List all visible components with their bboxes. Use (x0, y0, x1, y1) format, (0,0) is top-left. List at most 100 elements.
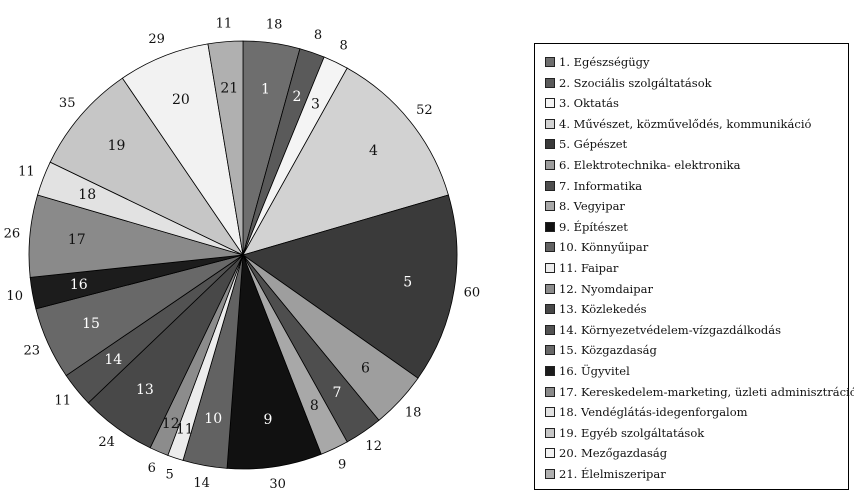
legend-swatch-17 (545, 386, 555, 397)
legend-swatch-14 (545, 324, 555, 335)
legend-item-5: 5. Gépészet (545, 134, 627, 154)
legend-label-6: 6. Elektrotechnika- elektronika (559, 158, 741, 172)
legend-label-8: 8. Vegyipar (559, 199, 625, 214)
pie-slice-21 (207, 40, 244, 256)
legend-swatch-1 (545, 57, 555, 67)
slice-label-19: 19 (108, 138, 126, 154)
legend-item-11: 11. Faipar (545, 258, 618, 278)
legend-label-13: 13. Közlekedés (559, 302, 647, 317)
legend-item-6: 6. Elektrotechnika- elektronika (545, 155, 740, 175)
legend-label-11: 11. Faipar (559, 261, 619, 275)
slice-value-5: 60 (464, 286, 481, 301)
slice-value-9: 30 (269, 477, 286, 492)
legend-item-12: 12. Nyomdaipar (545, 279, 653, 299)
legend-swatch-15 (545, 345, 555, 356)
legend-item-10: 10. Könnyűipar (545, 237, 648, 257)
legend-swatch-7 (545, 180, 555, 191)
legend-label-10: 10. Könnyűipar (559, 240, 649, 255)
legend-label-3: 3. Oktatás (559, 96, 619, 111)
slice-label-16: 16 (70, 277, 88, 293)
slice-label-17: 17 (68, 232, 86, 248)
slice-value-19: 35 (59, 96, 76, 111)
legend-item-16: 16. Ügyvitel (545, 361, 630, 381)
slice-label-11: 11 (176, 422, 194, 438)
legend-label-15: 15. Közgazdaság (559, 343, 657, 358)
legend-item-20: 20. Mezőgazdaság (545, 443, 667, 463)
slice-value-20: 29 (148, 32, 165, 47)
legend-item-3: 3. Oktatás (545, 93, 619, 113)
legend-item-8: 8. Vegyipar (545, 196, 625, 216)
slice-label-10: 10 (204, 411, 222, 427)
slice-label-6: 6 (361, 361, 370, 377)
slice-label-18: 18 (78, 187, 96, 203)
slice-label-21: 21 (220, 81, 238, 97)
slice-value-2: 8 (314, 28, 322, 43)
slice-value-13: 24 (98, 435, 115, 450)
legend-swatch-16 (545, 366, 555, 376)
legend-label-12: 12. Nyomdaipar (559, 281, 653, 296)
legend-item-17: 17. Kereskedelem-marketing, üzleti admin… (545, 382, 854, 402)
slice-value-3: 8 (340, 39, 348, 54)
legend-swatch-18 (545, 407, 555, 418)
slice-label-14: 14 (104, 352, 122, 368)
legend-swatch-8 (545, 201, 555, 212)
legend-label-18: 18. Vendéglátás-idegenforgalom (559, 405, 748, 420)
legend-label-16: 16. Ügyvitel (559, 364, 630, 378)
slice-value-14: 11 (54, 394, 71, 409)
legend-swatch-13 (545, 304, 555, 315)
slice-label-8: 8 (310, 398, 319, 414)
legend-swatch-6 (545, 160, 555, 170)
legend-swatch-12 (545, 283, 555, 294)
legend-swatch-21 (545, 469, 555, 479)
slice-label-2: 2 (293, 89, 302, 105)
legend-item-18: 18. Vendéglátás-idegenforgalom (545, 402, 748, 422)
slice-label-7: 7 (333, 385, 342, 401)
legend-label-5: 5. Gépészet (559, 137, 628, 152)
pie-slices (28, 40, 458, 470)
slice-value-11: 5 (166, 468, 174, 483)
slice-label-5: 5 (403, 274, 412, 290)
legend-label-20: 20. Mezőgazdaság (559, 446, 668, 461)
slice-value-6: 18 (405, 405, 422, 420)
slice-label-12: 12 (162, 416, 180, 432)
pie-slice-19 (49, 77, 245, 257)
legend-item-1: 1. Egészségügy (545, 52, 649, 72)
pie-slice-4 (242, 67, 449, 256)
legend-swatch-19 (545, 427, 555, 438)
slice-value-1: 18 (266, 18, 283, 33)
slice-label-9: 9 (263, 412, 272, 428)
legend-swatch-10 (545, 242, 555, 253)
slice-value-18: 11 (18, 164, 35, 179)
slice-value-17: 26 (4, 227, 21, 242)
legend-label-2: 2. Szociális szolgáltatások (559, 75, 712, 90)
legend-item-19: 19. Egyéb szolgáltatások (545, 423, 704, 443)
slice-label-13: 13 (136, 382, 154, 398)
legend-label-4: 4. Művészet, közművelődés, kommunikáció (559, 116, 812, 131)
legend-swatch-4 (545, 118, 555, 129)
legend-item-7: 7. Informatika (545, 176, 642, 196)
slice-label-1: 1 (261, 82, 270, 98)
slice-label-15: 15 (82, 316, 100, 332)
slice-value-15: 23 (24, 343, 41, 358)
pie-slice-5 (242, 194, 458, 379)
legend-swatch-20 (545, 448, 555, 459)
legend-label-14: 14. Környezetvédelem-vízgazdálkodás (559, 322, 782, 337)
slice-value-12: 6 (148, 461, 156, 476)
legend-label-7: 7. Informatika (559, 178, 643, 193)
legend-item-4: 4. Művészet, közművelődés, kommunikáció (545, 114, 811, 134)
slice-value-21: 11 (216, 16, 233, 31)
legend-label-17: 17. Kereskedelem-marketing, üzleti admin… (559, 384, 854, 399)
slice-value-10: 14 (193, 476, 210, 491)
legend-item-21: 21. Élelmiszeripar (545, 464, 666, 484)
slice-value-4: 52 (416, 103, 433, 118)
legend-swatch-2 (545, 77, 555, 88)
legend: 1. Egészségügy 2. Szociális szolgáltatáso… (534, 43, 854, 490)
slice-label-20: 20 (172, 92, 190, 108)
slice-value-16: 10 (6, 289, 23, 304)
legend-swatch-5 (545, 139, 555, 150)
legend-label-1: 1. Egészségügy (559, 55, 650, 69)
legend-label-21: 21. Élelmiszeripar (559, 467, 666, 481)
